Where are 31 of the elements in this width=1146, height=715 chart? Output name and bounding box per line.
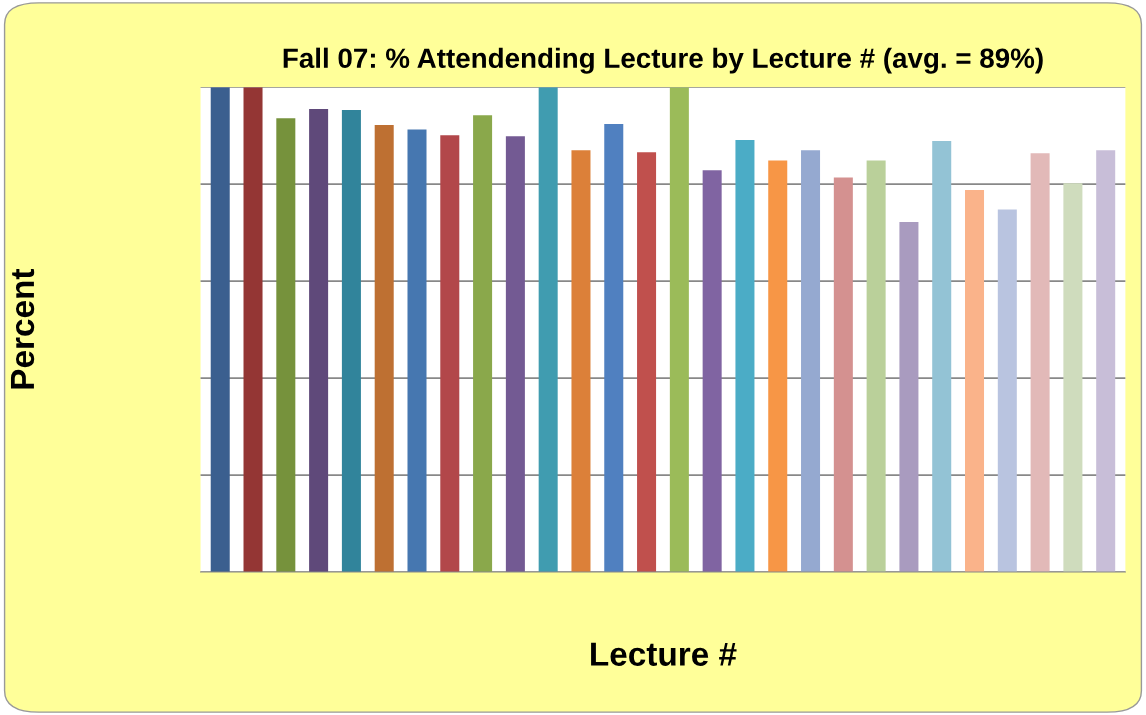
bar — [833, 177, 853, 572]
bar — [538, 87, 558, 572]
bar — [374, 125, 394, 572]
bar — [309, 109, 329, 572]
bar — [669, 87, 689, 572]
bar — [276, 118, 296, 572]
bar — [735, 140, 755, 572]
bar — [768, 160, 788, 572]
bar — [1096, 150, 1116, 572]
bar — [1063, 183, 1083, 572]
bar — [702, 170, 722, 572]
bar — [637, 152, 657, 572]
y-axis-title: Percent — [10, 268, 35, 389]
bar — [866, 160, 886, 572]
bar — [932, 141, 952, 572]
x-axis-title: Lecture # — [591, 642, 737, 666]
bar — [997, 209, 1017, 572]
bar — [801, 150, 821, 572]
bar — [571, 150, 591, 572]
bar — [243, 87, 263, 572]
bar — [407, 129, 427, 572]
bar — [440, 135, 460, 572]
bar — [341, 110, 361, 572]
bar — [505, 136, 525, 572]
bar — [473, 115, 493, 572]
bar — [604, 124, 624, 572]
bar — [899, 222, 919, 572]
chart-title: Fall 07: % Attendending Lecture by Lecture # (avg. = 89%) — [283, 47, 1043, 74]
bar — [210, 87, 230, 572]
bar — [965, 190, 985, 572]
bar — [1030, 153, 1050, 572]
